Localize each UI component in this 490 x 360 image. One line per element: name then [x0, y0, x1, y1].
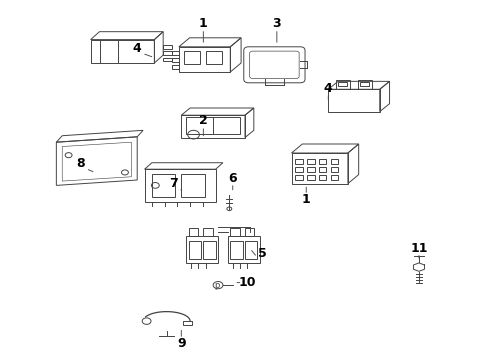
Bar [203, 228, 213, 236]
Bar [206, 50, 222, 64]
Bar [203, 241, 216, 259]
Bar [230, 228, 240, 236]
Text: 4: 4 [133, 42, 142, 55]
Bar [172, 65, 179, 69]
Text: 9: 9 [177, 337, 186, 350]
Bar [295, 167, 303, 172]
Bar [245, 228, 254, 236]
Text: 8: 8 [76, 157, 85, 170]
Bar [163, 58, 172, 61]
Text: p: p [214, 281, 219, 289]
Bar [360, 82, 369, 86]
Bar [152, 174, 175, 197]
Bar [172, 58, 179, 62]
Bar [230, 241, 243, 259]
Bar [338, 82, 347, 86]
Bar [181, 174, 205, 197]
Bar [183, 321, 193, 325]
Text: 1: 1 [302, 193, 311, 206]
Bar [245, 241, 257, 259]
Bar [186, 236, 218, 263]
Text: 4: 4 [324, 82, 333, 95]
Bar [172, 51, 179, 55]
Text: 6: 6 [228, 172, 237, 185]
Bar [358, 80, 372, 89]
Text: 10: 10 [239, 276, 256, 289]
Bar [163, 45, 172, 49]
Text: 1: 1 [199, 17, 208, 30]
Text: 3: 3 [272, 17, 281, 30]
Bar [228, 236, 260, 263]
Text: 11: 11 [410, 242, 428, 255]
Bar [189, 241, 201, 259]
Bar [307, 159, 315, 164]
Bar [331, 167, 338, 172]
Bar [336, 80, 350, 89]
Bar [319, 159, 326, 164]
Text: 2: 2 [199, 114, 208, 127]
Bar [189, 228, 198, 236]
Bar [331, 159, 338, 164]
Bar [295, 175, 303, 180]
Bar [331, 175, 338, 180]
Bar [186, 117, 240, 134]
Text: 7: 7 [170, 177, 178, 190]
Bar [307, 167, 315, 172]
Text: 5: 5 [258, 247, 267, 260]
Bar [307, 175, 315, 180]
Bar [319, 167, 326, 172]
Bar [295, 159, 303, 164]
Bar [319, 175, 326, 180]
Bar [163, 51, 172, 55]
Bar [184, 50, 200, 64]
